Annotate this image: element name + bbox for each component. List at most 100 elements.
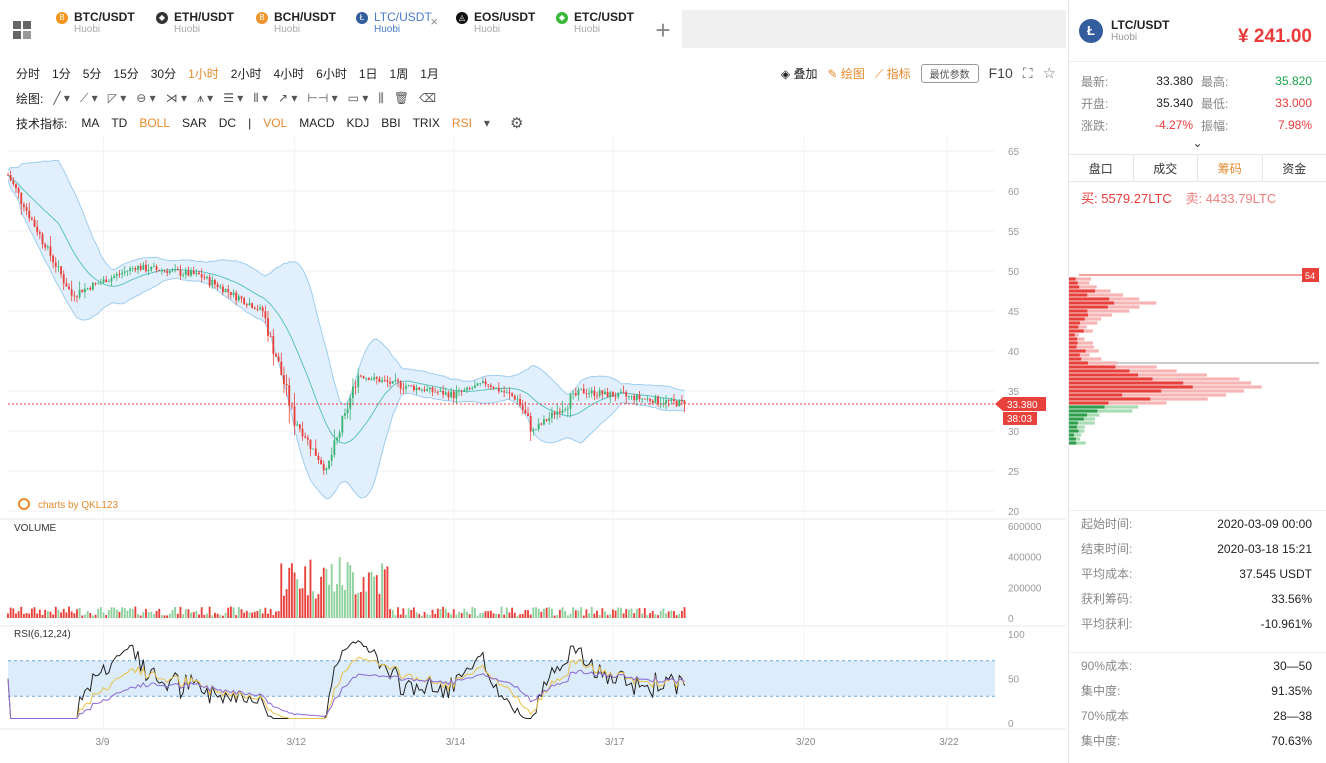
volume-bar — [224, 612, 227, 618]
close-tab-icon[interactable]: × — [430, 14, 438, 29]
period-4[interactable]: 30分 — [150, 66, 177, 81]
tab-bch-usdt[interactable]: B BCH/USDT Huobi — [244, 0, 344, 60]
litecoin-logo-icon: Ł — [1079, 18, 1103, 43]
chevron-down-icon[interactable]: ⌄ — [1192, 136, 1203, 150]
indicator-sar[interactable]: SAR — [182, 116, 207, 130]
settings-gear-icon[interactable]: ⚙ — [509, 115, 524, 132]
volume-bar — [673, 610, 675, 618]
indicator-dc[interactable]: DC — [218, 116, 237, 130]
volume-bar — [405, 614, 407, 618]
tab-ltc-usdt[interactable]: Ł LTC/USDT Huobi × — [344, 0, 444, 60]
add-tab-button[interactable]: + — [655, 14, 671, 45]
candle-body — [206, 277, 208, 279]
candle-body — [548, 417, 551, 421]
fib-tool-icon[interactable]: ☰ ▾ — [223, 91, 244, 105]
indicator-vol[interactable]: VOL — [263, 116, 288, 130]
panel-tab-1[interactable]: 成交 — [1134, 155, 1198, 181]
chip-distribution-chart: 54 — [1069, 268, 1319, 445]
candle-body — [391, 381, 394, 384]
period-9[interactable]: 1日 — [358, 66, 378, 81]
candle-body — [86, 288, 89, 289]
volume-bar — [378, 593, 381, 618]
zigzag-tool-icon[interactable]: ⋊ ▾ — [165, 91, 188, 105]
volume-bar — [532, 607, 535, 618]
candle-body — [298, 424, 301, 429]
candle-body — [60, 266, 62, 275]
dist-bar — [1069, 401, 1109, 405]
volume-bar — [336, 583, 338, 618]
volume-bar — [25, 613, 28, 618]
star-icon[interactable]: ☆ — [1042, 65, 1056, 82]
period-6[interactable]: 2小时 — [230, 66, 262, 81]
volume-bar — [290, 563, 293, 618]
period-5[interactable]: 1小时 — [188, 66, 219, 81]
ray-tool-icon[interactable]: ⟋ ▾ — [79, 90, 98, 105]
bars-tool-icon[interactable]: ⫼ — [378, 90, 384, 105]
indicator-trix[interactable]: TRIX — [412, 116, 440, 130]
indicator-ma[interactable]: MA — [81, 116, 100, 130]
grid-menu-icon[interactable] — [0, 0, 44, 60]
overlay-button[interactable]: ◈ 叠加 — [780, 66, 818, 81]
f10-button[interactable]: F10 — [988, 65, 1013, 81]
indicator-dropdown-icon[interactable]: ▾ — [483, 116, 490, 130]
arrow-tool-icon[interactable]: ↗ ▾ — [277, 91, 298, 105]
candle-body — [211, 279, 214, 286]
candle-body — [654, 396, 657, 403]
pencil-icon: ✎ — [827, 66, 841, 81]
fullscreen-icon[interactable]: ⛶ — [1022, 64, 1033, 81]
tab-btc-usdt[interactable]: B BTC/USDT Huobi — [44, 0, 144, 60]
trash-icon[interactable]: 🗑 — [393, 91, 410, 105]
period-1[interactable]: 1分 — [52, 66, 71, 81]
indicator-button[interactable]: ⟋ 指标 — [874, 66, 911, 81]
candle-body — [160, 270, 163, 272]
period-7[interactable]: 4小时 — [273, 66, 305, 81]
candle-body — [389, 381, 391, 384]
dist-bar — [1069, 281, 1078, 285]
volume-bar — [240, 609, 243, 618]
chart-area[interactable]: 65 60 55 50 45 40 35 30 25 20 600000 400000 200000 0 1… — [0, 136, 1066, 763]
eraser-icon[interactable]: ⌫ — [419, 91, 437, 105]
channel-tool-icon[interactable]: ◸ ▾ — [107, 91, 127, 105]
gann-tool-icon[interactable]: ⦀ ▾ — [253, 90, 268, 105]
rsi-band — [8, 660, 995, 697]
indicator-bbi[interactable]: BBI — [381, 116, 401, 130]
volume-bar — [33, 607, 36, 618]
line-tool-icon[interactable]: ╱ ▾ — [53, 91, 70, 105]
panel-tab-3[interactable]: 资金 — [1282, 162, 1307, 176]
rsi-24-line — [7, 669, 685, 720]
period-10[interactable]: 1周 — [389, 66, 409, 81]
indicator-kdj[interactable]: KDJ — [346, 116, 370, 130]
indicator-td[interactable]: TD — [111, 116, 128, 130]
info-value: 2020-03-09 00:00 — [1217, 516, 1312, 531]
best-params-button[interactable]: 最优参数 — [920, 63, 979, 83]
measure-tool-icon[interactable]: ⊢⊣ ▾ — [307, 91, 338, 105]
tab-eos-usdt[interactable]: ◬ EOS/USDT Huobi — [444, 0, 544, 60]
period-8[interactable]: 6小时 — [316, 66, 347, 81]
candle-body — [665, 400, 667, 404]
volume-bar — [543, 608, 545, 618]
panel-tab-0[interactable]: 盘口 — [1069, 155, 1134, 181]
pattern-tool-icon[interactable]: ⩚ ▾ — [197, 90, 214, 105]
candle-body — [680, 400, 683, 402]
volume-bar — [564, 611, 567, 618]
circle-tool-icon[interactable]: ⊖ ▾ — [136, 91, 156, 105]
tab-etc-usdt[interactable]: ◆ ETC/USDT Huobi — [544, 0, 644, 60]
info-row: 结束时间: 2020-03-18 15:21 — [1069, 536, 1326, 561]
tab-eth-usdt[interactable]: ◆ ETH/USDT Huobi — [144, 0, 244, 60]
volume-bar — [346, 562, 349, 618]
period-11[interactable]: 1月 — [420, 66, 439, 81]
indicator-macd[interactable]: MACD — [299, 116, 335, 130]
candle-body — [293, 406, 296, 426]
draw-button[interactable]: ✎ 绘图 — [827, 66, 865, 81]
comment-tool-icon[interactable]: ▭ ▾ — [347, 91, 369, 105]
period-0[interactable]: 分时 — [16, 66, 41, 81]
volume-bar — [535, 607, 537, 618]
candle-body — [168, 271, 171, 273]
volume-bar — [137, 614, 139, 618]
panel-tab-2[interactable]: 筹码 — [1198, 155, 1263, 181]
period-3[interactable]: 15分 — [113, 66, 139, 81]
chart-svg[interactable]: 65 60 55 50 45 40 35 30 25 20 600000 400000 200000 0 1… — [0, 136, 1066, 763]
period-2[interactable]: 5分 — [82, 66, 102, 81]
indicator-rsi[interactable]: RSI — [451, 116, 472, 130]
indicator-boll[interactable]: BOLL — [139, 116, 171, 130]
